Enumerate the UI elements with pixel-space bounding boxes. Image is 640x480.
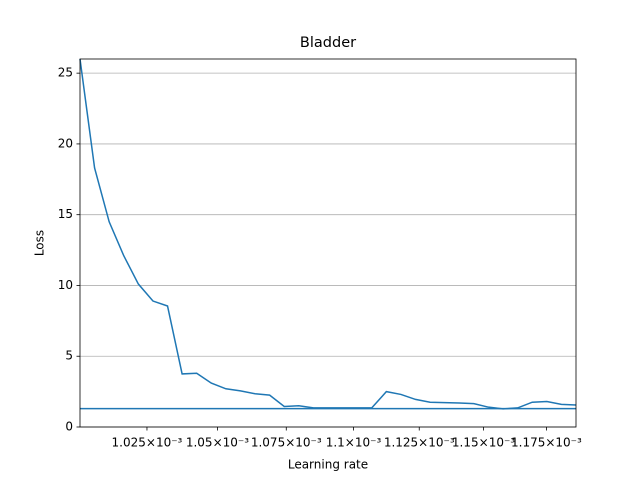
x-tick-label: 1.175×10⁻³ bbox=[511, 436, 582, 450]
x-tick-label: 1.125×10⁻³ bbox=[384, 436, 455, 450]
x-tick-label: 1.05×10⁻³ bbox=[186, 436, 249, 450]
y-tick-label: 15 bbox=[58, 207, 73, 221]
y-axis-label: Loss bbox=[33, 230, 47, 256]
x-tick-label: 1.15×10⁻³ bbox=[452, 436, 515, 450]
x-tick-label: 1.1×10⁻³ bbox=[326, 436, 382, 450]
x-tick-label: 1.075×10⁻³ bbox=[251, 436, 322, 450]
chart-title: Bladder bbox=[300, 35, 356, 51]
x-axis-label: Learning rate bbox=[288, 458, 368, 472]
plot-frame bbox=[79, 58, 577, 428]
y-tick-label: 0 bbox=[65, 420, 73, 434]
y-tick-label: 25 bbox=[58, 66, 73, 80]
y-tick-label: 20 bbox=[58, 136, 73, 150]
y-tick-label: 5 bbox=[65, 349, 73, 363]
x-tick-label: 1.025×10⁻³ bbox=[112, 436, 183, 450]
y-tick-label: 10 bbox=[58, 278, 73, 292]
